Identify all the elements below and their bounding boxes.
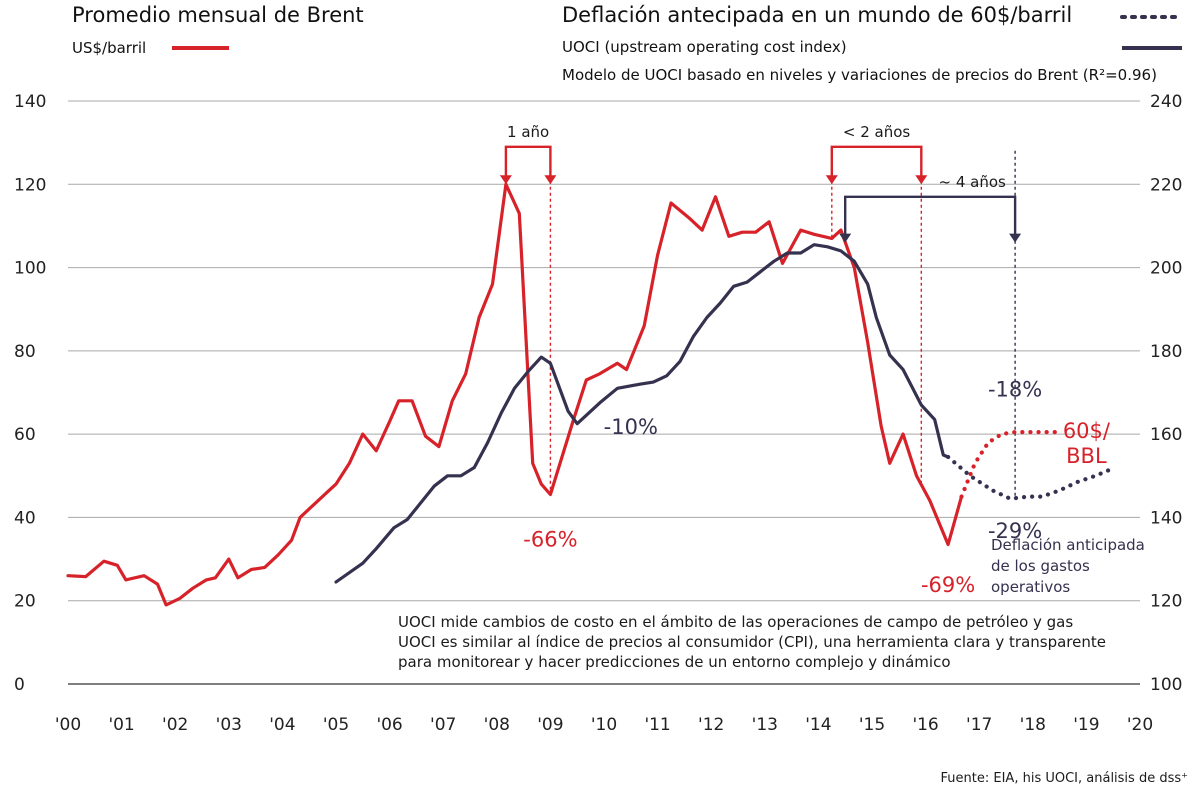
- annotation-label: -10%: [604, 415, 658, 439]
- series-line-2: [334, 243, 950, 584]
- deflation-note-line-1: Deflación anticipada: [991, 536, 1145, 554]
- left-unit-legend: US$/barril: [72, 39, 146, 57]
- x-tick-label: '17: [966, 715, 992, 735]
- model-legend-label: Modelo de UOCI basado en niveles y varia…: [562, 66, 1157, 84]
- annotations: -66% -10% -69% -18% -29% 60$/BBL: [523, 377, 1111, 597]
- x-tick-label: '18: [1020, 715, 1046, 735]
- x-tick-label: '02: [162, 715, 188, 735]
- y-axis-right: 100 120 140 160 180 200 220 240: [1150, 92, 1182, 695]
- series-lines: [66, 182, 1116, 607]
- grid: [68, 100, 1140, 685]
- series-line-0: [66, 182, 964, 607]
- y-left-tick-label: 40: [14, 508, 36, 528]
- footnote-line-1: UOCI mide cambios de costo en el ámbito …: [398, 613, 1073, 631]
- bracket-arrow: [915, 175, 928, 185]
- y-left-tick-label: 120: [14, 175, 46, 195]
- left-title: Promedio mensual de Brent: [72, 3, 364, 27]
- bracket-line: [830, 145, 923, 179]
- y-right-tick-label: 180: [1150, 342, 1182, 362]
- y-right-tick-label: 120: [1150, 592, 1182, 612]
- uoci-legend-label: UOCI (upstream operating cost index): [562, 38, 847, 56]
- x-tick-label: '07: [430, 715, 456, 735]
- y-right-tick-label: 200: [1150, 259, 1182, 279]
- annotation-label: -69%: [921, 573, 975, 597]
- x-tick-label: '13: [752, 715, 778, 735]
- x-tick-label: '20: [1127, 715, 1153, 735]
- annotation-label: 60$/: [1063, 419, 1111, 443]
- annotation-label: -18%: [988, 377, 1042, 401]
- right-title: Deflación antecipada en un mundo de 60$/…: [562, 3, 1072, 27]
- bracket-arrow: [839, 233, 852, 243]
- deflation-note-line-2: de los gastos: [991, 557, 1090, 575]
- x-tick-label: '06: [376, 715, 402, 735]
- series-line-1: [959, 430, 1058, 499]
- x-tick-label: '10: [591, 715, 617, 735]
- bracket-arrow: [825, 175, 838, 185]
- y-right-tick-label: 140: [1150, 508, 1182, 528]
- time-lag-brackets: 1 año < 2 años ~ 4 años: [499, 123, 1022, 243]
- x-tick-label: '12: [698, 715, 724, 735]
- y-right-tick-label: 160: [1150, 425, 1182, 445]
- y-right-tick-label: 100: [1150, 675, 1182, 695]
- footnote-line-3: para monitorear y hacer predicciones de …: [398, 653, 951, 671]
- annotation-label: -66%: [523, 527, 577, 551]
- deflation-note-line-3: operativos: [991, 578, 1070, 596]
- x-tick-label: '09: [537, 715, 563, 735]
- y-left-tick-label: 0: [14, 675, 25, 695]
- annotation-label: BBL: [1066, 444, 1107, 468]
- x-tick-label: '04: [269, 715, 295, 735]
- x-tick-label: '03: [216, 715, 242, 735]
- bracket-arrow: [544, 175, 557, 185]
- x-tick-label: '05: [323, 715, 349, 735]
- annotation-label: -29%: [988, 519, 1042, 543]
- x-tick-label: '01: [108, 715, 134, 735]
- y-left-tick-label: 100: [14, 259, 46, 279]
- bracket-label: 1 año: [507, 123, 549, 141]
- y-left-tick-label: 80: [14, 342, 36, 362]
- bracket-label: ~ 4 años: [939, 173, 1007, 191]
- bracket-line: [844, 195, 1017, 237]
- y-left-tick-label: 140: [14, 92, 46, 112]
- y-right-tick-label: 220: [1150, 175, 1182, 195]
- x-tick-label: '11: [644, 715, 670, 735]
- y-left-tick-label: 20: [14, 592, 36, 612]
- bracket-label: < 2 años: [843, 123, 911, 141]
- x-tick-label: '14: [805, 715, 831, 735]
- x-axis: '00 '01 '02 '03 '04 '05 '06 '07 '08 '09 '10 '11 '12 '…: [55, 715, 1153, 735]
- x-tick-label: '19: [1073, 715, 1099, 735]
- source-note: Fuente: EIA, his UOCI, análisis de dss⁺: [941, 771, 1188, 786]
- y-right-tick-label: 240: [1150, 92, 1182, 112]
- x-tick-label: '08: [484, 715, 510, 735]
- y-axis-left: 0 20 40 60 80 100 120 140: [14, 92, 46, 695]
- x-tick-label: '16: [912, 715, 938, 735]
- bracket-arrow: [499, 175, 512, 185]
- y-left-tick-label: 60: [14, 425, 36, 445]
- bracket-arrow: [1009, 233, 1022, 243]
- series-line-3: [946, 454, 1116, 501]
- footnote-line-2: UOCI es similar al índice de precios al …: [398, 633, 1106, 651]
- x-tick-label: '15: [859, 715, 885, 735]
- bracket-line: [504, 145, 552, 179]
- x-tick-label: '00: [55, 715, 81, 735]
- guide-lines: [505, 150, 1016, 499]
